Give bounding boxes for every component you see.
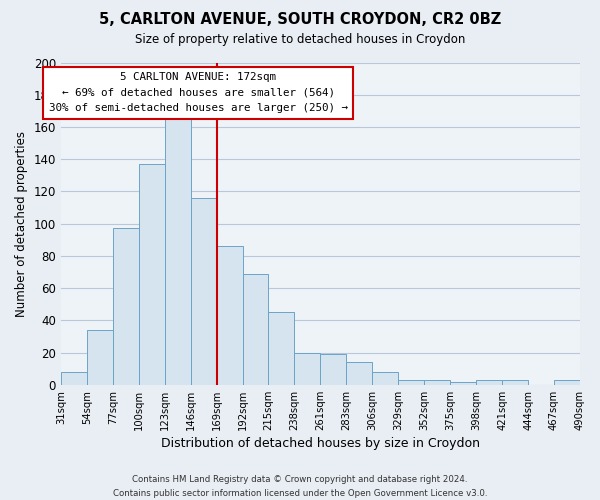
Y-axis label: Number of detached properties: Number of detached properties: [15, 130, 28, 316]
Text: Size of property relative to detached houses in Croydon: Size of property relative to detached ho…: [135, 32, 465, 46]
Bar: [87, 330, 113, 385]
Bar: [164, 119, 191, 385]
Bar: [450, 382, 476, 385]
Bar: [373, 372, 398, 385]
Bar: [139, 164, 164, 385]
Text: 5, CARLTON AVENUE, SOUTH CROYDON, CR2 0BZ: 5, CARLTON AVENUE, SOUTH CROYDON, CR2 0B…: [99, 12, 501, 28]
Bar: [398, 380, 424, 385]
Bar: [268, 312, 295, 385]
Bar: [424, 380, 450, 385]
Bar: [61, 372, 87, 385]
Bar: [113, 228, 139, 385]
Bar: [502, 380, 528, 385]
Bar: [295, 352, 320, 385]
Text: 5 CARLTON AVENUE: 172sqm
← 69% of detached houses are smaller (564)
30% of semi-: 5 CARLTON AVENUE: 172sqm ← 69% of detach…: [49, 72, 348, 114]
Bar: [217, 246, 242, 385]
Bar: [191, 198, 217, 385]
Bar: [242, 274, 268, 385]
Bar: [320, 354, 346, 385]
Bar: [346, 362, 373, 385]
Text: Contains HM Land Registry data © Crown copyright and database right 2024.
Contai: Contains HM Land Registry data © Crown c…: [113, 476, 487, 498]
Bar: [554, 380, 580, 385]
Bar: [476, 380, 502, 385]
X-axis label: Distribution of detached houses by size in Croydon: Distribution of detached houses by size …: [161, 437, 480, 450]
